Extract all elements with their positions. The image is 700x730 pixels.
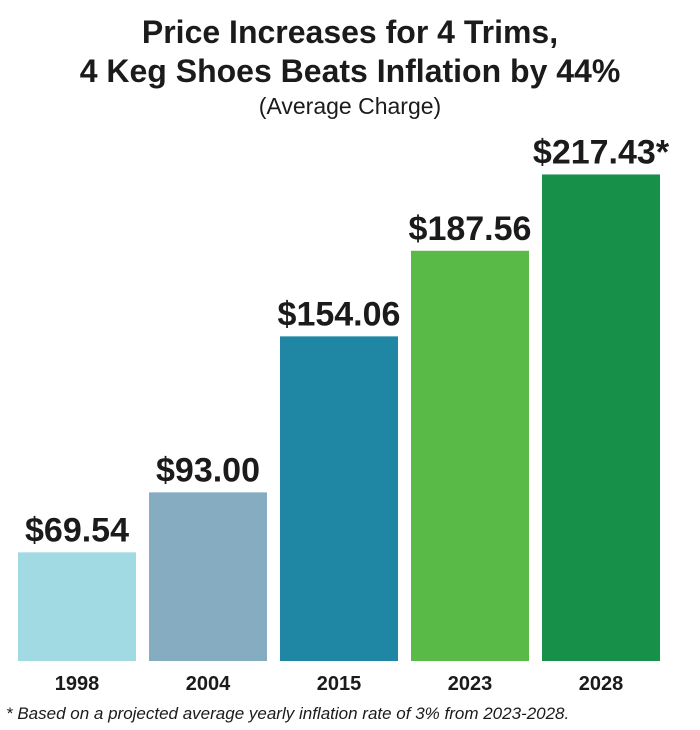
- value-label-1998: $69.54: [25, 511, 129, 549]
- value-label-2015: $154.06: [278, 295, 401, 333]
- chart-title-line-2: 4 Keg Shoes Beats Inflation by 44%: [80, 53, 621, 89]
- value-label-2028: $217.43*: [533, 133, 670, 171]
- chart-subtitle: (Average Charge): [259, 93, 441, 119]
- bar-1998: [18, 552, 136, 661]
- chart-title-line-1: Price Increases for 4 Trims,: [142, 14, 558, 50]
- value-label-2004: $93.00: [156, 451, 260, 489]
- bar-2004: [149, 492, 267, 661]
- x-tick-label-2015: 2015: [317, 673, 362, 695]
- x-tick-label-1998: 1998: [55, 673, 100, 695]
- bar-2028: [542, 174, 660, 661]
- x-tick-label-2023: 2023: [448, 673, 493, 695]
- bar-2015: [280, 336, 398, 661]
- bars-group: [18, 174, 660, 661]
- value-labels-group: $69.54 $93.00 $154.06 $187.56 $217.43*: [25, 133, 670, 549]
- x-tick-label-2004: 2004: [186, 673, 231, 695]
- x-tick-labels-group: 1998 2004 2015 2023 2028: [55, 673, 624, 695]
- value-label-2023: $187.56: [409, 210, 532, 248]
- x-tick-label-2028: 2028: [579, 673, 624, 695]
- bar-2023: [411, 250, 529, 661]
- chart-footnote: * Based on a projected average yearly in…: [6, 704, 569, 723]
